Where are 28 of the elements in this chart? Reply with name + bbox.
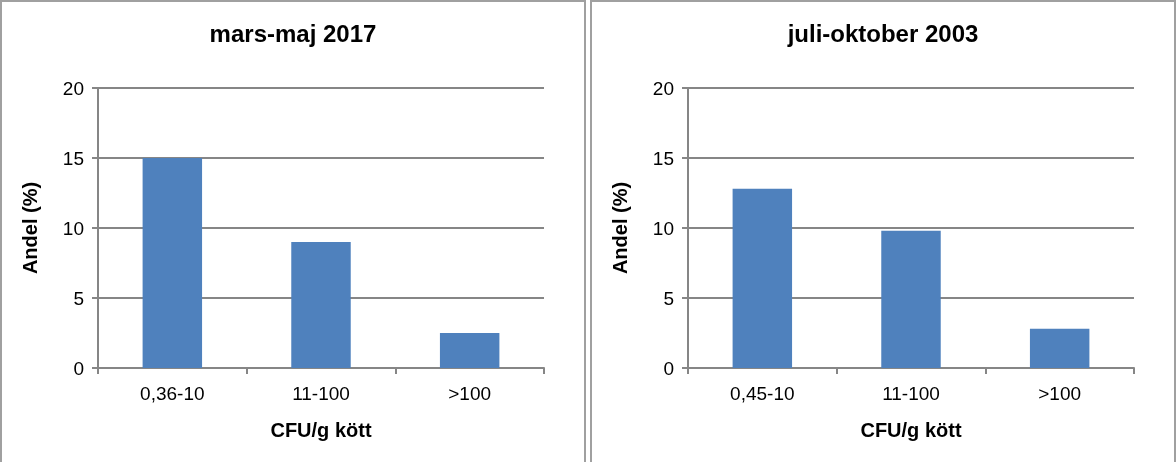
y-tick-label: 10 [652,217,674,239]
y-tick-label: 0 [663,357,674,379]
y-tick-label: 20 [62,77,84,99]
bar [291,242,351,368]
y-tick-label: 15 [652,147,674,169]
y-tick-label: 20 [652,77,674,99]
bar [142,158,203,368]
x-tick-label: 11-100 [292,383,350,404]
y-tick-label: 5 [663,287,674,309]
y-tick-label: 15 [62,147,84,169]
y-axis-title: Andel (%) [609,181,631,275]
chart-title: juli-oktober 2003 [786,19,979,47]
y-tick-label: 0 [73,357,84,379]
chart-title: mars-maj 2017 [209,19,377,47]
x-axis-title: CFU/g kött [860,419,962,441]
x-tick-label: 11-100 [882,383,940,404]
bar [439,333,500,368]
y-axis-title: Andel (%) [19,181,41,275]
bar [881,230,941,368]
y-tick-label: 5 [73,287,84,309]
bar [1029,328,1090,368]
x-tick-label: 0,36-10 [140,383,205,404]
x-axis-title: CFU/g kött [270,419,372,441]
x-tick-label: >100 [1038,383,1082,404]
x-tick-label: >100 [448,383,492,404]
y-tick-label: 10 [62,217,84,239]
x-tick-label: 0,45-10 [730,383,795,404]
bar [732,188,793,368]
